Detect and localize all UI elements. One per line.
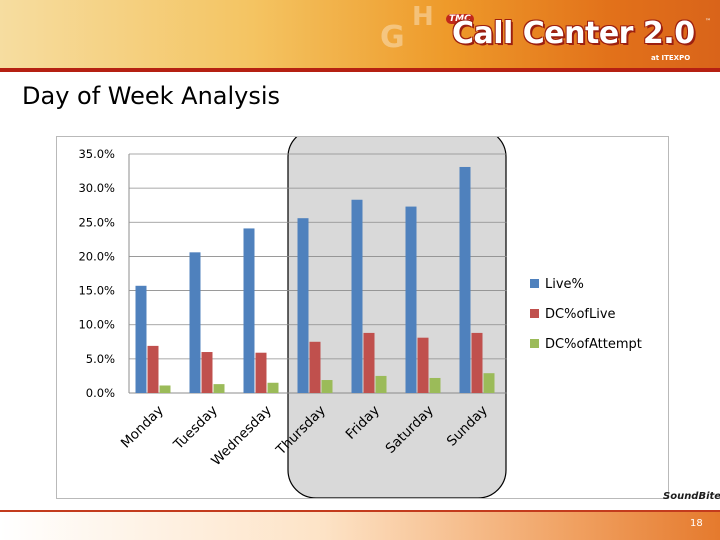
bar-live--saturday (405, 206, 417, 393)
page-number: 18 (690, 518, 703, 529)
bar-dc-oflive-wednesday (255, 352, 267, 393)
bar-dc-oflive-monday (147, 345, 159, 393)
legend-swatch (530, 339, 539, 348)
y-tick-label: 15.0% (78, 284, 115, 298)
bar-dc-ofattempt-wednesday (267, 382, 279, 393)
y-tick-label: 10.0% (78, 318, 115, 332)
bar-live--monday (135, 285, 147, 393)
y-tick-label: 0.0% (86, 386, 115, 400)
brand-tmc-badge: TMC (446, 14, 474, 24)
x-tick-label: Monday (118, 403, 167, 452)
page-title: Day of Week Analysis (22, 82, 281, 110)
bar-dc-oflive-sunday (471, 332, 483, 393)
brand-trademark: ™ (705, 18, 711, 25)
bar-dc-ofattempt-thursday (321, 380, 333, 393)
soundbite-logo: SoundBite (663, 491, 720, 502)
legend-label: Live% (545, 277, 584, 292)
legend-swatch (530, 309, 539, 318)
y-tick-label: 5.0% (86, 352, 115, 366)
y-tick-label: 25.0% (78, 215, 115, 229)
y-tick-label: 30.0% (78, 181, 115, 195)
brand-title: Call Center 2.0 (452, 16, 695, 51)
bar-dc-oflive-friday (363, 332, 375, 393)
legend-label: DC%ofLive (545, 307, 616, 322)
bar-dc-ofattempt-tuesday (213, 384, 225, 393)
footer-line (0, 510, 720, 513)
y-tick-label: 35.0% (78, 147, 115, 161)
y-tick-label: 20.0% (78, 249, 115, 263)
bar-dc-oflive-saturday (417, 337, 429, 393)
header-stripe (0, 68, 720, 72)
footer-band (0, 512, 720, 540)
legend-label: DC%ofAttempt (545, 337, 642, 352)
bar-chart: 0.0% 5.0% 10.0% 15.0% 20.0% 25.0% 30.0% 35.0% Mo… (78, 137, 642, 498)
bar-dc-oflive-thursday (309, 341, 321, 393)
bar-dc-ofattempt-friday (375, 375, 387, 393)
bar-live--sunday (459, 166, 471, 393)
bar-live--wednesday (243, 228, 255, 393)
bar-live--thursday (297, 218, 309, 393)
bar-live--friday (351, 199, 363, 393)
x-tick-label: Tuesday (170, 403, 221, 454)
decorative-glyph: G (380, 20, 405, 55)
bar-dc-oflive-tuesday (201, 352, 213, 393)
bar-dc-ofattempt-sunday (483, 373, 495, 393)
header-banner: G H TMC Call Center 2.0 ™ at ITEXPO (0, 0, 720, 70)
bar-dc-ofattempt-monday (159, 385, 171, 393)
chart-frame: 0.0% 5.0% 10.0% 15.0% 20.0% 25.0% 30.0% 35.0% Mo… (56, 136, 669, 499)
bar-live--tuesday (189, 252, 201, 393)
decorative-glyph: H (412, 2, 434, 32)
brand-subtitle: at ITEXPO (651, 54, 691, 62)
highlight-box (287, 137, 507, 498)
legend-swatch (530, 279, 539, 288)
bar-dc-ofattempt-saturday (429, 377, 441, 393)
